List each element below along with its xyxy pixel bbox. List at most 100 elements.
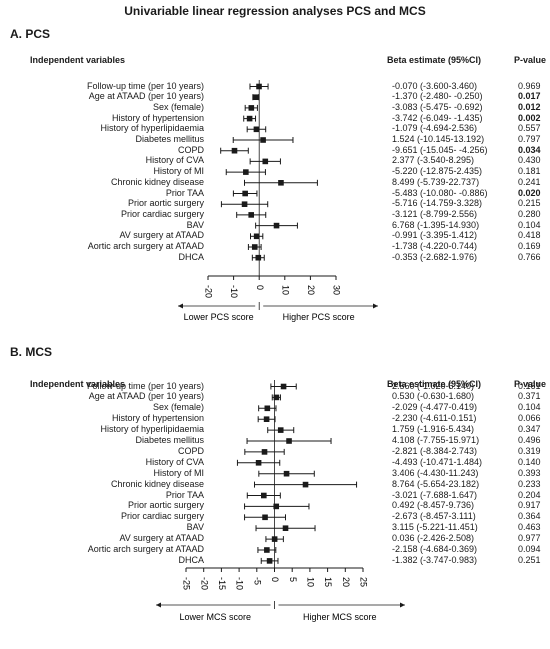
beta-estimate: -0.070 (-3.600-3.460) <box>392 80 478 91</box>
pvalue-header: P-value <box>514 379 547 389</box>
p-value: 0.280 <box>518 208 541 219</box>
estimate-marker <box>264 405 271 412</box>
row-label: Follow-up time (per 10 years) <box>86 80 204 91</box>
arrow-head-left <box>178 303 183 309</box>
beta-estimate: 3.406 (-4.430-11.243) <box>392 467 479 478</box>
x-tick-label: -5 <box>252 577 262 585</box>
row-label: Prior cardiac surgery <box>120 511 204 522</box>
estimate-marker <box>241 201 248 207</box>
beta-estimate: 8.764 (-5.654-23.182) <box>392 478 480 489</box>
p-value: 0.140 <box>518 456 541 467</box>
pcs-panel: A. PCS Independent variables Beta estima… <box>10 27 546 322</box>
arrow-head-right <box>400 602 405 608</box>
estimate-marker <box>262 514 268 521</box>
estimate-marker <box>266 558 273 564</box>
row-label: Sex (female) <box>152 402 204 413</box>
estimate-marker <box>251 244 258 250</box>
row-label: Diabetes mellitus <box>135 435 204 445</box>
estimate-marker <box>273 222 280 229</box>
x-tick-label: 20 <box>341 577 351 587</box>
p-value: 0.012 <box>518 101 541 112</box>
p-value: 0.241 <box>518 176 541 187</box>
p-value: 0.002 <box>518 112 541 123</box>
x-tick-label: 15 <box>323 577 333 587</box>
row-label: Prior aortic surgery <box>127 198 204 209</box>
p-value: 0.066 <box>518 413 541 424</box>
arrow-head-left <box>156 602 161 608</box>
estimate-marker <box>243 169 249 175</box>
x-tick-label: 20 <box>306 285 316 295</box>
row-label: Chronic kidney disease <box>110 176 204 187</box>
p-value: 0.233 <box>518 478 541 489</box>
p-value: 0.034 <box>518 144 541 155</box>
row-label: Prior cardiac surgery <box>120 208 204 219</box>
beta-estimate: -2.158 (-4.684-0.369) <box>392 544 478 554</box>
estimate-marker <box>261 449 268 455</box>
beta-estimate: -1.370 (-2.480- -0.250) <box>392 91 483 102</box>
beta-estimate: 0.530 (-0.630-1.680) <box>392 391 475 402</box>
forest-plot: -20 -10 0 10 20 30 Lower PCS score Higher PCS s… <box>178 80 378 322</box>
beta-estimate: -2.029 (-4.477-0.419) <box>392 402 478 413</box>
variables-header: Independent variables <box>30 379 126 389</box>
p-value: 0.094 <box>518 544 541 554</box>
estimate-marker <box>263 416 270 422</box>
beta-estimate: 0.492 (-8.457-9.736) <box>392 500 475 511</box>
x-tick-label: -15 <box>217 577 227 590</box>
panel-label: A. PCS <box>10 27 51 41</box>
row-label: History of MI <box>153 166 204 177</box>
estimate-marker <box>286 438 292 444</box>
beta-estimate: -5.483 (-10.080- -0.886) <box>392 187 488 198</box>
row-label: Follow-up time (per 10 years) <box>86 380 204 391</box>
p-value: 0.104 <box>518 219 541 230</box>
row-label: History of CVA <box>145 155 204 166</box>
p-value: 0.496 <box>518 435 541 445</box>
p-value: 0.797 <box>518 134 541 144</box>
row-label: History of hyperlipidaemia <box>100 424 204 435</box>
beta-estimate: -4.493 (-10.471-1.484) <box>392 456 483 467</box>
p-value: 0.319 <box>518 445 541 456</box>
row-label: Sex (female) <box>152 101 204 112</box>
estimate-marker <box>248 212 255 218</box>
p-value: 0.430 <box>518 155 541 166</box>
row-label: Prior aortic surgery <box>127 500 204 511</box>
p-value: 0.371 <box>518 391 541 402</box>
row-label: AV surgery at ATAAD <box>119 230 204 241</box>
arrow-head-right <box>373 303 378 309</box>
row-label: DHCA <box>178 554 204 565</box>
p-value: 0.020 <box>518 187 541 198</box>
beta-estimate: 8.499 (-5.739-22.737) <box>392 176 480 187</box>
row-label: COPD <box>177 144 204 155</box>
estimate-marker <box>283 470 290 477</box>
row-label: History of hyperlipidaemia <box>100 123 204 134</box>
p-value: 0.204 <box>518 489 541 500</box>
panel-label: B. MCS <box>10 345 52 359</box>
p-value: 0.977 <box>518 533 541 544</box>
p-value: 0.169 <box>518 241 541 251</box>
p-value: 0.766 <box>518 251 541 262</box>
estimate-marker <box>231 147 238 154</box>
x-tick-label: -10 <box>235 577 245 590</box>
beta-estimate: -2.821 (-8.384-2.743) <box>392 445 478 456</box>
x-tick-label: -25 <box>182 577 192 590</box>
figure-title: Univariable linear regression analyses P… <box>124 4 426 18</box>
beta-estimate: -3.121 (-8.799-2.556) <box>392 208 478 219</box>
lower-score-label: Lower MCS score <box>179 612 251 622</box>
estimate-marker <box>264 547 270 553</box>
row-label: Diabetes mellitus <box>135 134 204 144</box>
beta-estimate: -3.742 (-6.049- -1.435) <box>392 112 483 123</box>
beta-estimate: 6.768 (-1.395-14.930) <box>392 219 480 230</box>
beta-estimate: -0.353 (-2.682-1.976) <box>392 251 478 262</box>
beta-estimate: -0.991 (-3.395-1.412) <box>392 230 478 241</box>
forest-plot: -25 -20 -15 -10 -5 0 5 10 15 20 25 Lower MCS score H… <box>156 380 405 622</box>
p-value: 0.104 <box>518 402 541 413</box>
beta-estimate: 4.108 (-7.755-15.971) <box>392 435 480 445</box>
estimate-marker <box>261 492 267 499</box>
beta-estimate: 1.759 (-1.916-5.434) <box>392 424 475 435</box>
x-tick-label: -10 <box>229 285 239 298</box>
row-label: BAV <box>186 522 204 533</box>
row-label: Age at ATAAD (per 10 years) <box>88 91 204 102</box>
x-tick-label: 0 <box>255 285 265 290</box>
row-label: BAV <box>186 219 204 230</box>
row-label: Prior TAA <box>165 187 204 198</box>
p-value: 0.161 <box>518 380 541 391</box>
